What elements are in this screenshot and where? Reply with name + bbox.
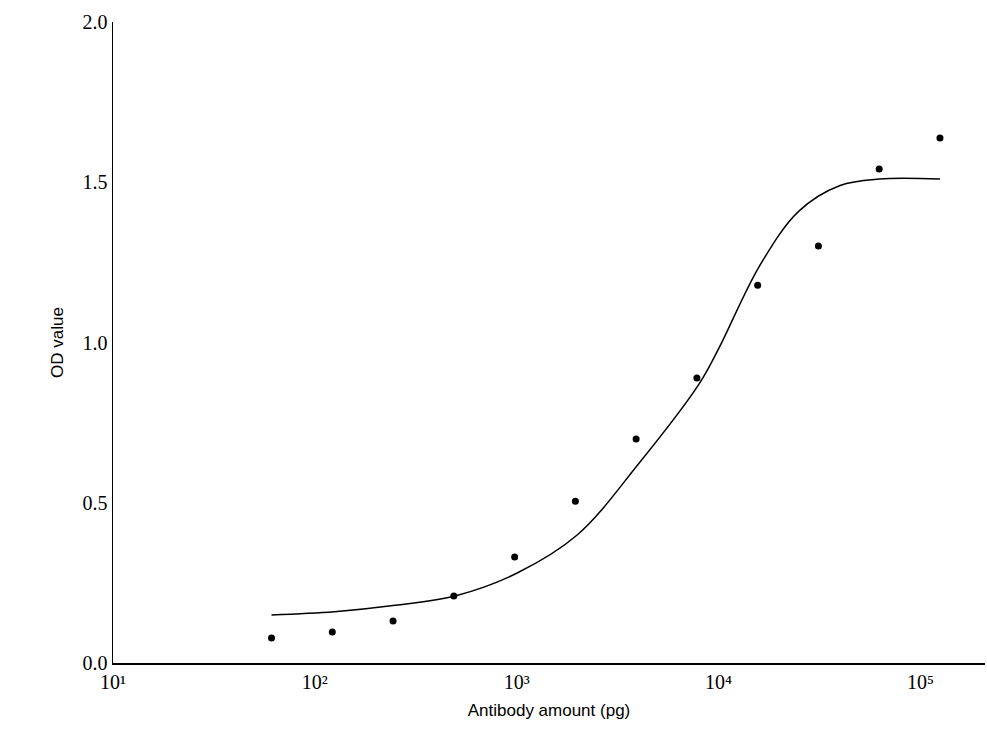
svg-text:2.0: 2.0 [83, 11, 108, 33]
svg-text:10³: 10³ [504, 671, 530, 693]
svg-text:0.0: 0.0 [83, 652, 108, 674]
svg-text:1.5: 1.5 [83, 171, 108, 193]
svg-text:OD value: OD value [48, 307, 67, 378]
svg-text:10⁵: 10⁵ [907, 671, 934, 693]
svg-text:Antibody amount (pg): Antibody amount (pg) [468, 701, 631, 720]
svg-text:10⁴: 10⁴ [705, 671, 732, 693]
svg-text:1.0: 1.0 [83, 332, 108, 354]
svg-text:10²: 10² [302, 671, 328, 693]
svg-text:10¹: 10¹ [100, 671, 126, 693]
svg-text:0.5: 0.5 [83, 492, 108, 514]
